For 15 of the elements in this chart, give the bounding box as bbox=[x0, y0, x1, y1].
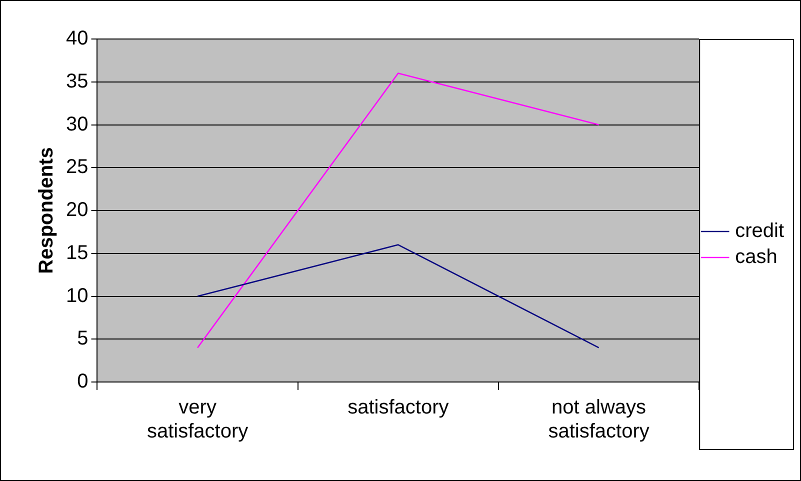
legend-label: cash bbox=[735, 246, 778, 268]
y-tick-label: 15 bbox=[66, 242, 88, 264]
y-tick-label: 20 bbox=[66, 199, 88, 222]
y-tick-label: 5 bbox=[77, 328, 88, 350]
y-tick-label: 0 bbox=[77, 370, 88, 393]
x-tick-label: not always satisfactory bbox=[548, 396, 650, 443]
y-axis-title: Respondents bbox=[36, 147, 58, 274]
y-tick-label: 35 bbox=[66, 70, 88, 92]
legend-label: credit bbox=[735, 220, 784, 242]
y-tick-label: 40 bbox=[66, 28, 88, 50]
x-tick-label: very satisfactory bbox=[146, 396, 248, 443]
x-tick-label: satisfactory bbox=[348, 396, 449, 419]
y-tick-label: 30 bbox=[66, 113, 88, 136]
y-tick-label: 25 bbox=[66, 156, 88, 178]
y-tick-label: 10 bbox=[66, 284, 88, 307]
